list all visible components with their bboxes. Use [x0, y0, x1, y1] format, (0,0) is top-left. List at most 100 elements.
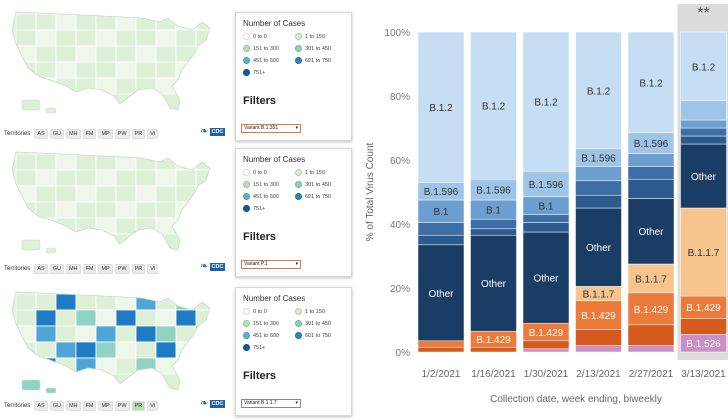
state-region[interactable]	[195, 45, 216, 63]
state-region[interactable]	[115, 201, 137, 219]
bar-segment[interactable]	[417, 340, 465, 348]
state-region[interactable]	[55, 169, 77, 187]
state-region[interactable]	[155, 185, 177, 203]
state-region[interactable]	[55, 153, 77, 171]
state-region[interactable]	[135, 29, 157, 47]
state-region[interactable]	[195, 293, 216, 311]
state-region[interactable]	[115, 309, 137, 327]
bar-segment[interactable]	[627, 345, 675, 353]
bar-segment[interactable]	[575, 194, 622, 209]
bar-segment[interactable]	[417, 244, 465, 342]
variant-select[interactable]: Variant B.1.1.7 ▾	[241, 399, 301, 408]
bar-segment[interactable]	[417, 222, 465, 236]
state-region[interactable]	[35, 357, 57, 375]
bar-segment[interactable]	[627, 198, 675, 265]
state-region[interactable]	[95, 341, 117, 359]
state-region[interactable]	[195, 217, 216, 235]
state-region[interactable]	[115, 325, 137, 343]
bar-segment[interactable]	[575, 166, 622, 182]
bar-segment[interactable]	[417, 346, 465, 353]
territory-chip-mp[interactable]: MP	[98, 129, 113, 139]
bar-segment[interactable]	[627, 292, 675, 326]
state-region[interactable]	[155, 341, 177, 359]
territory-chip-fm[interactable]: FM	[82, 129, 97, 139]
state-region[interactable]	[75, 357, 97, 375]
territory-chip-gu[interactable]: GU	[49, 129, 64, 139]
territory-chip-gu[interactable]: GU	[49, 264, 64, 274]
state-region[interactable]	[115, 45, 137, 63]
territory-chip-mh[interactable]: MH	[65, 129, 81, 139]
state-region[interactable]	[35, 13, 57, 31]
bar-segment[interactable]	[470, 228, 517, 236]
state-region[interactable]	[155, 357, 177, 375]
state-region[interactable]	[35, 217, 57, 235]
state-region[interactable]	[155, 61, 177, 79]
state-region[interactable]	[35, 45, 57, 63]
bar-segment[interactable]	[627, 153, 675, 167]
state-region[interactable]	[155, 201, 177, 219]
state-region[interactable]	[15, 45, 37, 63]
bar-segment[interactable]	[522, 222, 570, 233]
us-choropleth-map[interactable]	[2, 280, 222, 398]
state-region[interactable]	[95, 45, 117, 63]
state-region[interactable]	[135, 341, 157, 359]
state-region[interactable]	[175, 29, 197, 47]
state-region[interactable]	[75, 13, 97, 31]
bar-segment[interactable]	[417, 31, 465, 183]
bar-segment[interactable]	[417, 234, 465, 246]
bar-segment[interactable]	[470, 218, 517, 230]
territory-chip-pw[interactable]: PW	[114, 129, 130, 139]
state-region[interactable]	[15, 77, 37, 95]
state-region[interactable]	[135, 77, 157, 95]
territory-chip-mp[interactable]: MP	[98, 264, 113, 274]
state-region[interactable]	[55, 325, 77, 343]
state-region[interactable]	[195, 185, 216, 203]
state-region[interactable]	[195, 201, 216, 219]
state-region[interactable]	[95, 201, 117, 219]
state-region[interactable]	[55, 201, 77, 219]
state-region[interactable]	[195, 29, 216, 47]
state-region[interactable]	[15, 29, 37, 47]
territory-chip-pr[interactable]: PR	[131, 129, 146, 139]
state-region[interactable]	[15, 13, 37, 31]
state-region[interactable]	[75, 309, 97, 327]
state-region[interactable]	[195, 341, 216, 359]
state-region[interactable]	[135, 325, 157, 343]
state-region[interactable]	[15, 309, 37, 327]
state-region[interactable]	[95, 29, 117, 47]
state-region[interactable]	[135, 217, 157, 235]
state-region[interactable]	[95, 61, 117, 79]
territory-chip-mh[interactable]: MH	[65, 264, 81, 274]
state-region[interactable]	[55, 45, 77, 63]
bar-segment[interactable]	[627, 31, 675, 134]
territory-chip-pr[interactable]: PR	[131, 401, 146, 411]
state-region[interactable]	[35, 201, 57, 219]
territory-chip-fm[interactable]: FM	[82, 401, 97, 411]
state-region[interactable]	[15, 185, 37, 203]
territory-chip-pw[interactable]: PW	[114, 264, 130, 274]
state-region[interactable]	[15, 153, 37, 171]
bar-segment[interactable]	[470, 346, 517, 353]
bar-segment[interactable]	[522, 170, 570, 198]
bar-segment[interactable]	[522, 348, 570, 353]
state-region[interactable]	[135, 13, 157, 31]
state-region[interactable]	[135, 293, 157, 311]
bar-segment[interactable]	[470, 234, 517, 332]
bar-segment[interactable]	[680, 119, 727, 129]
state-region[interactable]	[135, 309, 157, 327]
state-region[interactable]	[75, 341, 97, 359]
state-region[interactable]	[195, 357, 216, 375]
state-region[interactable]	[55, 61, 77, 79]
state-region[interactable]	[35, 185, 57, 203]
state-region[interactable]	[15, 217, 37, 235]
bar-segment[interactable]	[627, 324, 675, 346]
bar-segment[interactable]	[575, 180, 622, 196]
bar-segment[interactable]	[575, 345, 622, 353]
state-region[interactable]	[115, 341, 137, 359]
variant-select[interactable]: Variant P.1 ▾	[241, 260, 301, 269]
state-region[interactable]	[35, 293, 57, 311]
state-region[interactable]	[115, 217, 137, 235]
state-region[interactable]	[195, 325, 216, 343]
us-choropleth-map[interactable]	[2, 0, 222, 118]
state-region[interactable]	[155, 169, 177, 187]
